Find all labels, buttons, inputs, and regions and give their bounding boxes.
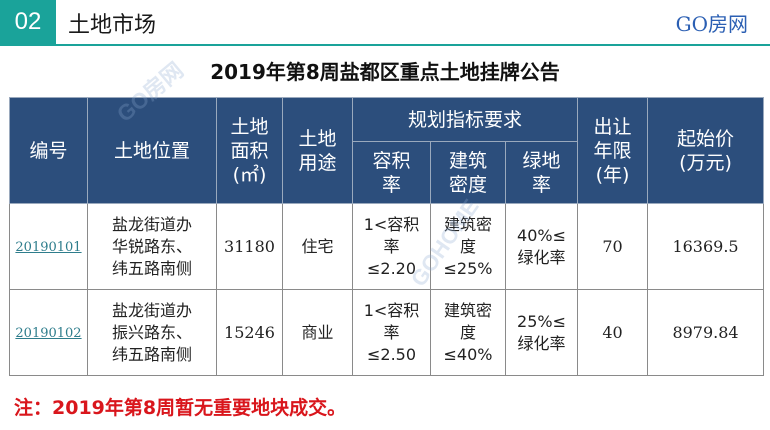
land-listing-table: 编号 土地位置 土地 面积 (㎡) 土地 用途 规划指标要求 出让 年限 (年)… [9,97,765,376]
plot-ratio-cell: 1<容积 率 ≤2.20 [352,203,431,290]
green-ratio-cell: 40%≤ 绿化率 [504,203,579,290]
building-density-cell: 建筑密 度 ≤25% [430,203,506,290]
header-location: 土地位置 [87,97,217,204]
footnote: 注：2019年第8周暂无重要地块成交。 [14,397,347,419]
area-cell: 15246 [216,289,283,376]
lot-number-cell[interactable]: 20190101 [9,203,88,290]
section-header: 02 土地市场 GO房网 [0,0,770,46]
header-area: 土地 面积 (㎡) [216,97,283,204]
header-green-ratio: 绿地 率 [504,141,579,204]
area-cell: 31180 [216,203,283,290]
page-title: 2019年第8周盐都区重点土地挂牌公告 [210,60,560,84]
plot-ratio-cell: 1<容积 率 ≤2.50 [352,289,431,376]
lot-number-link[interactable]: 20190102 [15,325,82,341]
header-divider [0,44,770,46]
table-row: 20190102 盐龙街道办 振兴路东、 纬五路南侧 15246 商业 1<容积… [9,289,765,376]
table-row: 20190101 盐龙街道办 华锐路东、 纬五路南侧 31180 住宅 1<容积… [9,203,765,290]
header-plot-ratio: 容积 率 [352,141,431,204]
starting-price-cell: 16369.5 [647,203,765,290]
header-planning-group: 规划指标要求 [351,97,579,142]
term-cell: 40 [577,289,649,376]
section-title: 土地市场 [68,13,157,38]
use-cell: 商业 [282,289,353,376]
header-use: 土地 用途 [282,97,353,204]
brand-logo: GO房网 [675,12,748,36]
header-lot-number: 编号 [9,97,88,204]
building-density-cell: 建筑密 度 ≤40% [430,289,506,376]
green-ratio-cell: 25%≤ 绿化率 [504,289,579,376]
table-subheader-row: 容积 率 建筑 密度 绿地 率 [10,141,764,204]
section-number-badge: 02 [0,0,56,44]
header-building-density: 建筑 密度 [430,141,506,204]
term-cell: 70 [577,203,649,290]
location-cell: 盐龙街道办 振兴路东、 纬五路南侧 [87,289,217,376]
header-term: 出让 年限 (年) [577,97,649,204]
location-cell: 盐龙街道办 华锐路东、 纬五路南侧 [87,203,217,290]
starting-price-cell: 8979.84 [647,289,765,376]
lot-number-cell[interactable]: 20190102 [9,289,88,376]
table-header-row: 编号 土地位置 土地 面积 (㎡) 土地 用途 规划指标要求 出让 年限 (年)… [9,97,765,204]
header-starting-price: 起始价 (万元) [647,97,765,204]
lot-number-link[interactable]: 20190101 [15,239,82,255]
use-cell: 住宅 [282,203,353,290]
